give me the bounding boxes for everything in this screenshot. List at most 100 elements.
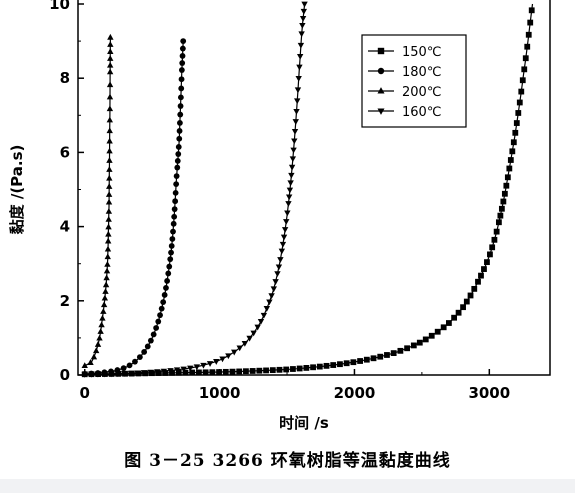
- legend-label: 150℃: [402, 45, 441, 60]
- data-point: [219, 356, 226, 363]
- data-point: [493, 228, 500, 235]
- data-point: [126, 362, 133, 369]
- data-point: [107, 48, 114, 54]
- data-point: [294, 98, 301, 105]
- data-point: [154, 369, 161, 376]
- data-point: [216, 369, 222, 375]
- bottom-band: [0, 479, 575, 493]
- data-point: [177, 103, 184, 109]
- data-point: [422, 336, 429, 343]
- x-tick-label: 2000: [334, 384, 376, 402]
- data-point: [384, 352, 390, 358]
- data-point: [105, 223, 112, 230]
- data-point: [106, 147, 113, 154]
- data-point: [114, 371, 121, 378]
- y-tick-label: 8: [60, 69, 70, 87]
- data-point: [249, 368, 256, 374]
- data-point: [178, 76, 185, 83]
- data-point: [222, 368, 229, 375]
- data-point: [246, 335, 253, 342]
- y-tick-label: 4: [60, 218, 70, 236]
- data-point: [290, 147, 297, 154]
- data-point: [241, 340, 249, 347]
- data-point: [269, 367, 276, 374]
- data-point: [102, 281, 110, 288]
- data-point: [106, 137, 113, 144]
- data-point: [300, 8, 308, 15]
- data-point: [487, 251, 493, 258]
- data-point: [81, 371, 88, 378]
- data-point: [187, 365, 194, 372]
- data-point: [103, 267, 111, 274]
- data-point: [177, 111, 184, 118]
- data-point: [294, 87, 302, 94]
- data-point: [310, 364, 316, 371]
- data-point: [160, 299, 167, 306]
- data-point: [323, 362, 330, 369]
- data-point: [101, 371, 108, 378]
- data-point: [278, 248, 286, 255]
- y-tick-label: 10: [49, 0, 70, 13]
- data-point: [484, 259, 490, 266]
- data-point: [263, 367, 269, 374]
- data-point: [500, 198, 507, 205]
- legend-marker: [377, 108, 385, 115]
- series-line-180℃: [84, 41, 184, 375]
- data-point: [268, 293, 275, 300]
- data-point: [299, 16, 307, 22]
- data-point: [525, 31, 532, 38]
- data-point: [193, 364, 201, 371]
- data-point: [167, 368, 174, 374]
- data-point: [467, 292, 474, 299]
- data-point: [177, 119, 183, 126]
- data-point: [175, 151, 182, 157]
- data-point: [489, 244, 496, 251]
- data-point: [213, 359, 220, 365]
- data-point: [491, 236, 498, 243]
- data-point: [288, 164, 296, 171]
- data-point: [178, 67, 185, 73]
- data-point: [471, 285, 478, 292]
- data-point: [503, 182, 510, 189]
- data-point: [460, 304, 466, 311]
- data-point: [174, 164, 181, 171]
- series-line-160℃: [84, 3, 306, 375]
- data-point: [291, 138, 298, 145]
- data-point: [171, 213, 178, 220]
- data-point: [280, 234, 288, 241]
- data-point: [87, 359, 94, 365]
- data-point: [404, 345, 411, 352]
- data-point: [157, 312, 163, 319]
- data-point: [506, 165, 513, 172]
- data-point: [478, 272, 484, 279]
- data-point: [106, 157, 113, 163]
- data-point: [495, 219, 502, 226]
- data-point: [104, 237, 112, 244]
- data-point: [410, 342, 417, 349]
- data-point: [164, 278, 171, 284]
- data-point: [169, 236, 176, 242]
- data-point: [289, 156, 297, 163]
- data-point: [285, 201, 292, 207]
- data-point: [147, 369, 154, 376]
- data-point: [225, 353, 232, 360]
- data-point: [515, 110, 522, 116]
- data-point: [296, 64, 303, 71]
- data-point: [283, 219, 290, 225]
- x-tick-label: 1000: [199, 384, 241, 402]
- data-point: [528, 7, 535, 14]
- data-point: [106, 183, 113, 189]
- data-point: [390, 350, 397, 357]
- data-point: [481, 266, 487, 272]
- data-point: [106, 166, 113, 172]
- data-point: [275, 264, 283, 271]
- data-point: [301, 1, 308, 8]
- data-point: [106, 174, 113, 181]
- data-point: [440, 324, 447, 331]
- data-point: [94, 371, 102, 378]
- y-tick-label: 6: [60, 143, 70, 161]
- data-point: [168, 243, 175, 249]
- x-tick-label: 0: [80, 384, 90, 402]
- data-point: [281, 227, 289, 233]
- data-point: [293, 109, 300, 115]
